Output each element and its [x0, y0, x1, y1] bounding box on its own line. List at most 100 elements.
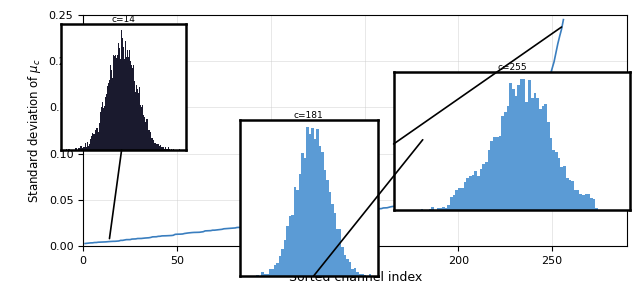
Bar: [81, 146, 82, 150]
Bar: [477, 176, 480, 210]
Bar: [282, 249, 284, 276]
Bar: [102, 102, 103, 150]
Bar: [550, 138, 552, 210]
Bar: [131, 64, 132, 150]
Bar: [75, 148, 76, 150]
Bar: [78, 148, 79, 150]
Bar: [334, 213, 337, 276]
Bar: [304, 158, 307, 276]
Bar: [127, 50, 128, 150]
Bar: [254, 275, 256, 276]
Bar: [162, 147, 163, 150]
Bar: [483, 164, 485, 210]
Bar: [410, 209, 412, 210]
Bar: [332, 204, 334, 276]
Bar: [89, 144, 90, 150]
Bar: [314, 139, 316, 276]
Bar: [284, 240, 286, 276]
Title: c=181: c=181: [294, 111, 324, 120]
Bar: [120, 59, 122, 150]
Bar: [442, 207, 445, 210]
Bar: [359, 274, 362, 276]
Bar: [128, 58, 129, 150]
Bar: [311, 128, 314, 276]
Bar: [488, 150, 490, 210]
Bar: [531, 98, 534, 210]
Bar: [156, 144, 157, 150]
Bar: [106, 94, 107, 150]
Bar: [490, 141, 493, 210]
Bar: [158, 144, 159, 150]
Bar: [461, 188, 463, 210]
Bar: [458, 188, 461, 210]
Bar: [173, 149, 174, 150]
Bar: [501, 116, 504, 210]
Bar: [517, 85, 520, 210]
Bar: [590, 198, 593, 210]
Bar: [88, 146, 89, 150]
Bar: [115, 56, 116, 150]
Y-axis label: Standard deviation of $\mu_c$: Standard deviation of $\mu_c$: [26, 58, 43, 203]
Bar: [264, 274, 266, 276]
Bar: [493, 137, 496, 210]
Bar: [94, 134, 95, 150]
Bar: [145, 122, 146, 150]
Bar: [341, 248, 344, 276]
Bar: [496, 137, 499, 210]
Title: c=255: c=255: [497, 63, 527, 72]
Bar: [286, 226, 289, 276]
Bar: [431, 207, 434, 210]
Bar: [105, 97, 106, 150]
Bar: [541, 106, 544, 210]
Bar: [557, 158, 561, 210]
Bar: [95, 130, 96, 150]
Bar: [136, 85, 138, 150]
Bar: [141, 107, 142, 150]
Bar: [261, 272, 264, 276]
Bar: [356, 272, 359, 276]
Bar: [118, 43, 120, 150]
Bar: [423, 209, 426, 210]
Bar: [157, 144, 158, 150]
Bar: [160, 145, 161, 150]
Bar: [83, 147, 84, 150]
Bar: [138, 93, 140, 150]
Bar: [274, 265, 276, 276]
Bar: [165, 147, 166, 150]
Bar: [68, 149, 69, 150]
Bar: [429, 209, 431, 210]
Bar: [595, 208, 598, 210]
Bar: [555, 152, 557, 210]
Title: c=14: c=14: [111, 15, 135, 24]
Bar: [294, 187, 296, 276]
Bar: [463, 182, 467, 210]
Bar: [246, 275, 249, 276]
Bar: [349, 262, 351, 276]
Bar: [163, 148, 164, 150]
Bar: [134, 77, 136, 150]
Bar: [326, 180, 329, 276]
Bar: [256, 275, 259, 276]
Bar: [142, 105, 143, 150]
Bar: [269, 269, 271, 276]
Bar: [132, 64, 134, 150]
Bar: [544, 104, 547, 210]
Bar: [154, 143, 156, 150]
Bar: [563, 166, 566, 210]
Bar: [104, 106, 105, 150]
Bar: [344, 255, 346, 276]
Bar: [467, 178, 469, 210]
Bar: [561, 167, 563, 210]
Bar: [601, 209, 604, 210]
Bar: [122, 38, 124, 150]
Bar: [301, 153, 304, 276]
Bar: [98, 132, 99, 150]
Bar: [164, 149, 165, 150]
Bar: [536, 98, 539, 210]
Bar: [598, 209, 601, 210]
Bar: [308, 134, 311, 276]
Bar: [179, 149, 180, 150]
Bar: [291, 214, 294, 276]
Bar: [79, 148, 80, 150]
Bar: [112, 78, 113, 150]
